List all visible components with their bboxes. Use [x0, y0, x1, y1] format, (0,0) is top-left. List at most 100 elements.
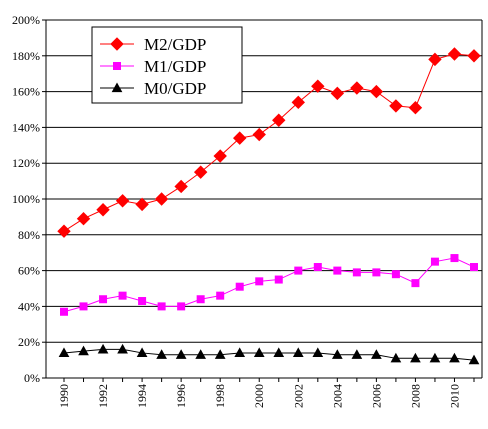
data-point-m0-gdp	[312, 347, 324, 358]
data-point-m0-gdp	[449, 352, 460, 363]
y-tick-label: 0%	[24, 371, 40, 385]
data-point-m2-gdp	[96, 203, 110, 217]
series-m0-gdp	[58, 343, 480, 365]
data-point-m0-gdp	[97, 343, 109, 354]
legend: M2/GDP M1/GDP M0/GDP	[91, 26, 243, 104]
data-point-m0-gdp	[234, 347, 246, 358]
data-point-m1-gdp	[216, 291, 225, 300]
data-point-m2-gdp	[252, 127, 266, 142]
legend-label-m1-gdp: M1/GDP	[144, 57, 206, 76]
data-point-m0-gdp	[468, 354, 480, 365]
x-axis-tick-labels: 1990 1992 1994 1996 1998 2000 2002 2004 2006 2008…	[57, 384, 461, 408]
series-m2-gdp	[57, 47, 481, 238]
data-point-m2-gdp	[76, 211, 91, 226]
data-point-m2-gdp	[154, 192, 169, 206]
data-point-m0-gdp	[175, 349, 187, 359]
data-point-m2-gdp	[311, 79, 325, 93]
series-line-m2-gdp	[63, 53, 475, 232]
data-point-m2-gdp	[233, 131, 247, 145]
series-m1-gdp	[60, 254, 478, 316]
legend-label-m2-gdp: M2/GDP	[144, 35, 206, 54]
data-point-m2-gdp	[135, 197, 149, 212]
y-tick-label: 120%	[12, 156, 40, 170]
x-tick-label: 1996	[174, 384, 188, 408]
x-tick-label: 2010	[447, 384, 461, 408]
data-point-m0-gdp	[390, 352, 402, 363]
y-tick-label: 180%	[12, 49, 40, 63]
y-tick-label: 160%	[12, 85, 40, 99]
data-point-m0-gdp	[156, 349, 167, 359]
x-tick-label: 1994	[135, 384, 149, 408]
data-point-m0-gdp	[410, 352, 421, 363]
data-point-m2-gdp	[57, 224, 71, 238]
legend-marker-m1-gdp	[113, 62, 121, 70]
legend-label-m0-gdp: M0/GDP	[144, 79, 206, 98]
legend-marker-m2-gdp	[110, 37, 124, 51]
y-tick-label: 20%	[18, 335, 40, 349]
legend-marker-m0-gdp	[111, 82, 123, 93]
data-point-m1-gdp	[118, 291, 127, 300]
data-point-m0-gdp	[371, 349, 382, 359]
data-point-m0-gdp	[78, 345, 89, 356]
data-point-m1-gdp	[352, 268, 361, 277]
data-point-m0-gdp	[214, 349, 226, 359]
data-point-m2-gdp	[193, 165, 208, 179]
y-tick-label: 40%	[18, 299, 40, 313]
data-point-m1-gdp	[391, 270, 400, 279]
x-tick-label: 1998	[213, 384, 227, 408]
data-point-m2-gdp	[369, 84, 384, 99]
data-point-m1-gdp	[255, 277, 264, 286]
y-axis-tick-labels: 0% 20% 40% 60% 80% 100% 120% 140% 160% 180% 200%	[12, 13, 40, 385]
data-point-m1-gdp	[177, 302, 186, 311]
data-point-m0-gdp	[429, 352, 441, 363]
x-tick-label: 1992	[96, 384, 110, 408]
y-tick-label: 140%	[12, 120, 40, 134]
y-tick-label: 60%	[18, 264, 40, 278]
x-tick-label: 2000	[252, 384, 266, 408]
data-point-m1-gdp	[411, 279, 420, 288]
data-point-m1-gdp	[430, 257, 439, 266]
data-point-m1-gdp	[333, 266, 342, 275]
y-tick-label: 100%	[12, 192, 40, 206]
series-layer	[57, 47, 481, 365]
data-point-m1-gdp	[60, 307, 68, 316]
data-point-m0-gdp	[253, 347, 265, 358]
data-point-m2-gdp	[213, 149, 227, 163]
data-point-m1-gdp	[79, 302, 88, 311]
data-point-m0-gdp	[351, 349, 363, 359]
data-point-m2-gdp	[291, 95, 305, 110]
data-point-m0-gdp	[331, 349, 343, 359]
data-point-m1-gdp	[372, 268, 381, 277]
data-point-m2-gdp	[447, 47, 462, 61]
x-tick-label: 1990	[57, 384, 71, 408]
data-point-m1-gdp	[450, 254, 459, 263]
y-tick-label: 200%	[12, 13, 40, 27]
data-point-m2-gdp	[467, 49, 481, 63]
data-point-m1-gdp	[313, 263, 322, 272]
x-tick-label: 2006	[369, 384, 383, 408]
data-point-m0-gdp	[58, 347, 70, 358]
data-point-m2-gdp	[350, 81, 364, 95]
x-tick-label: 2008	[408, 384, 422, 408]
data-point-m0-gdp	[273, 347, 285, 358]
data-point-m2-gdp	[330, 86, 345, 101]
series-line-m1-gdp	[63, 257, 475, 313]
data-point-m1-gdp	[235, 282, 244, 291]
data-point-m0-gdp	[195, 349, 207, 359]
data-point-m1-gdp	[138, 297, 147, 306]
data-point-m0-gdp	[117, 343, 128, 354]
y-tick-label: 80%	[18, 228, 40, 242]
gridlines	[46, 19, 482, 343]
data-point-m1-gdp	[99, 295, 108, 304]
data-point-m0-gdp	[292, 347, 304, 358]
axes	[42, 19, 483, 382]
x-tick-label: 2004	[330, 384, 344, 408]
x-tick-label: 2002	[291, 384, 305, 408]
data-point-m0-gdp	[136, 347, 148, 358]
data-point-m2-gdp	[115, 194, 130, 208]
data-point-m2-gdp	[408, 101, 423, 115]
data-point-m1-gdp	[470, 263, 478, 272]
series-line-m0-gdp	[63, 348, 475, 361]
